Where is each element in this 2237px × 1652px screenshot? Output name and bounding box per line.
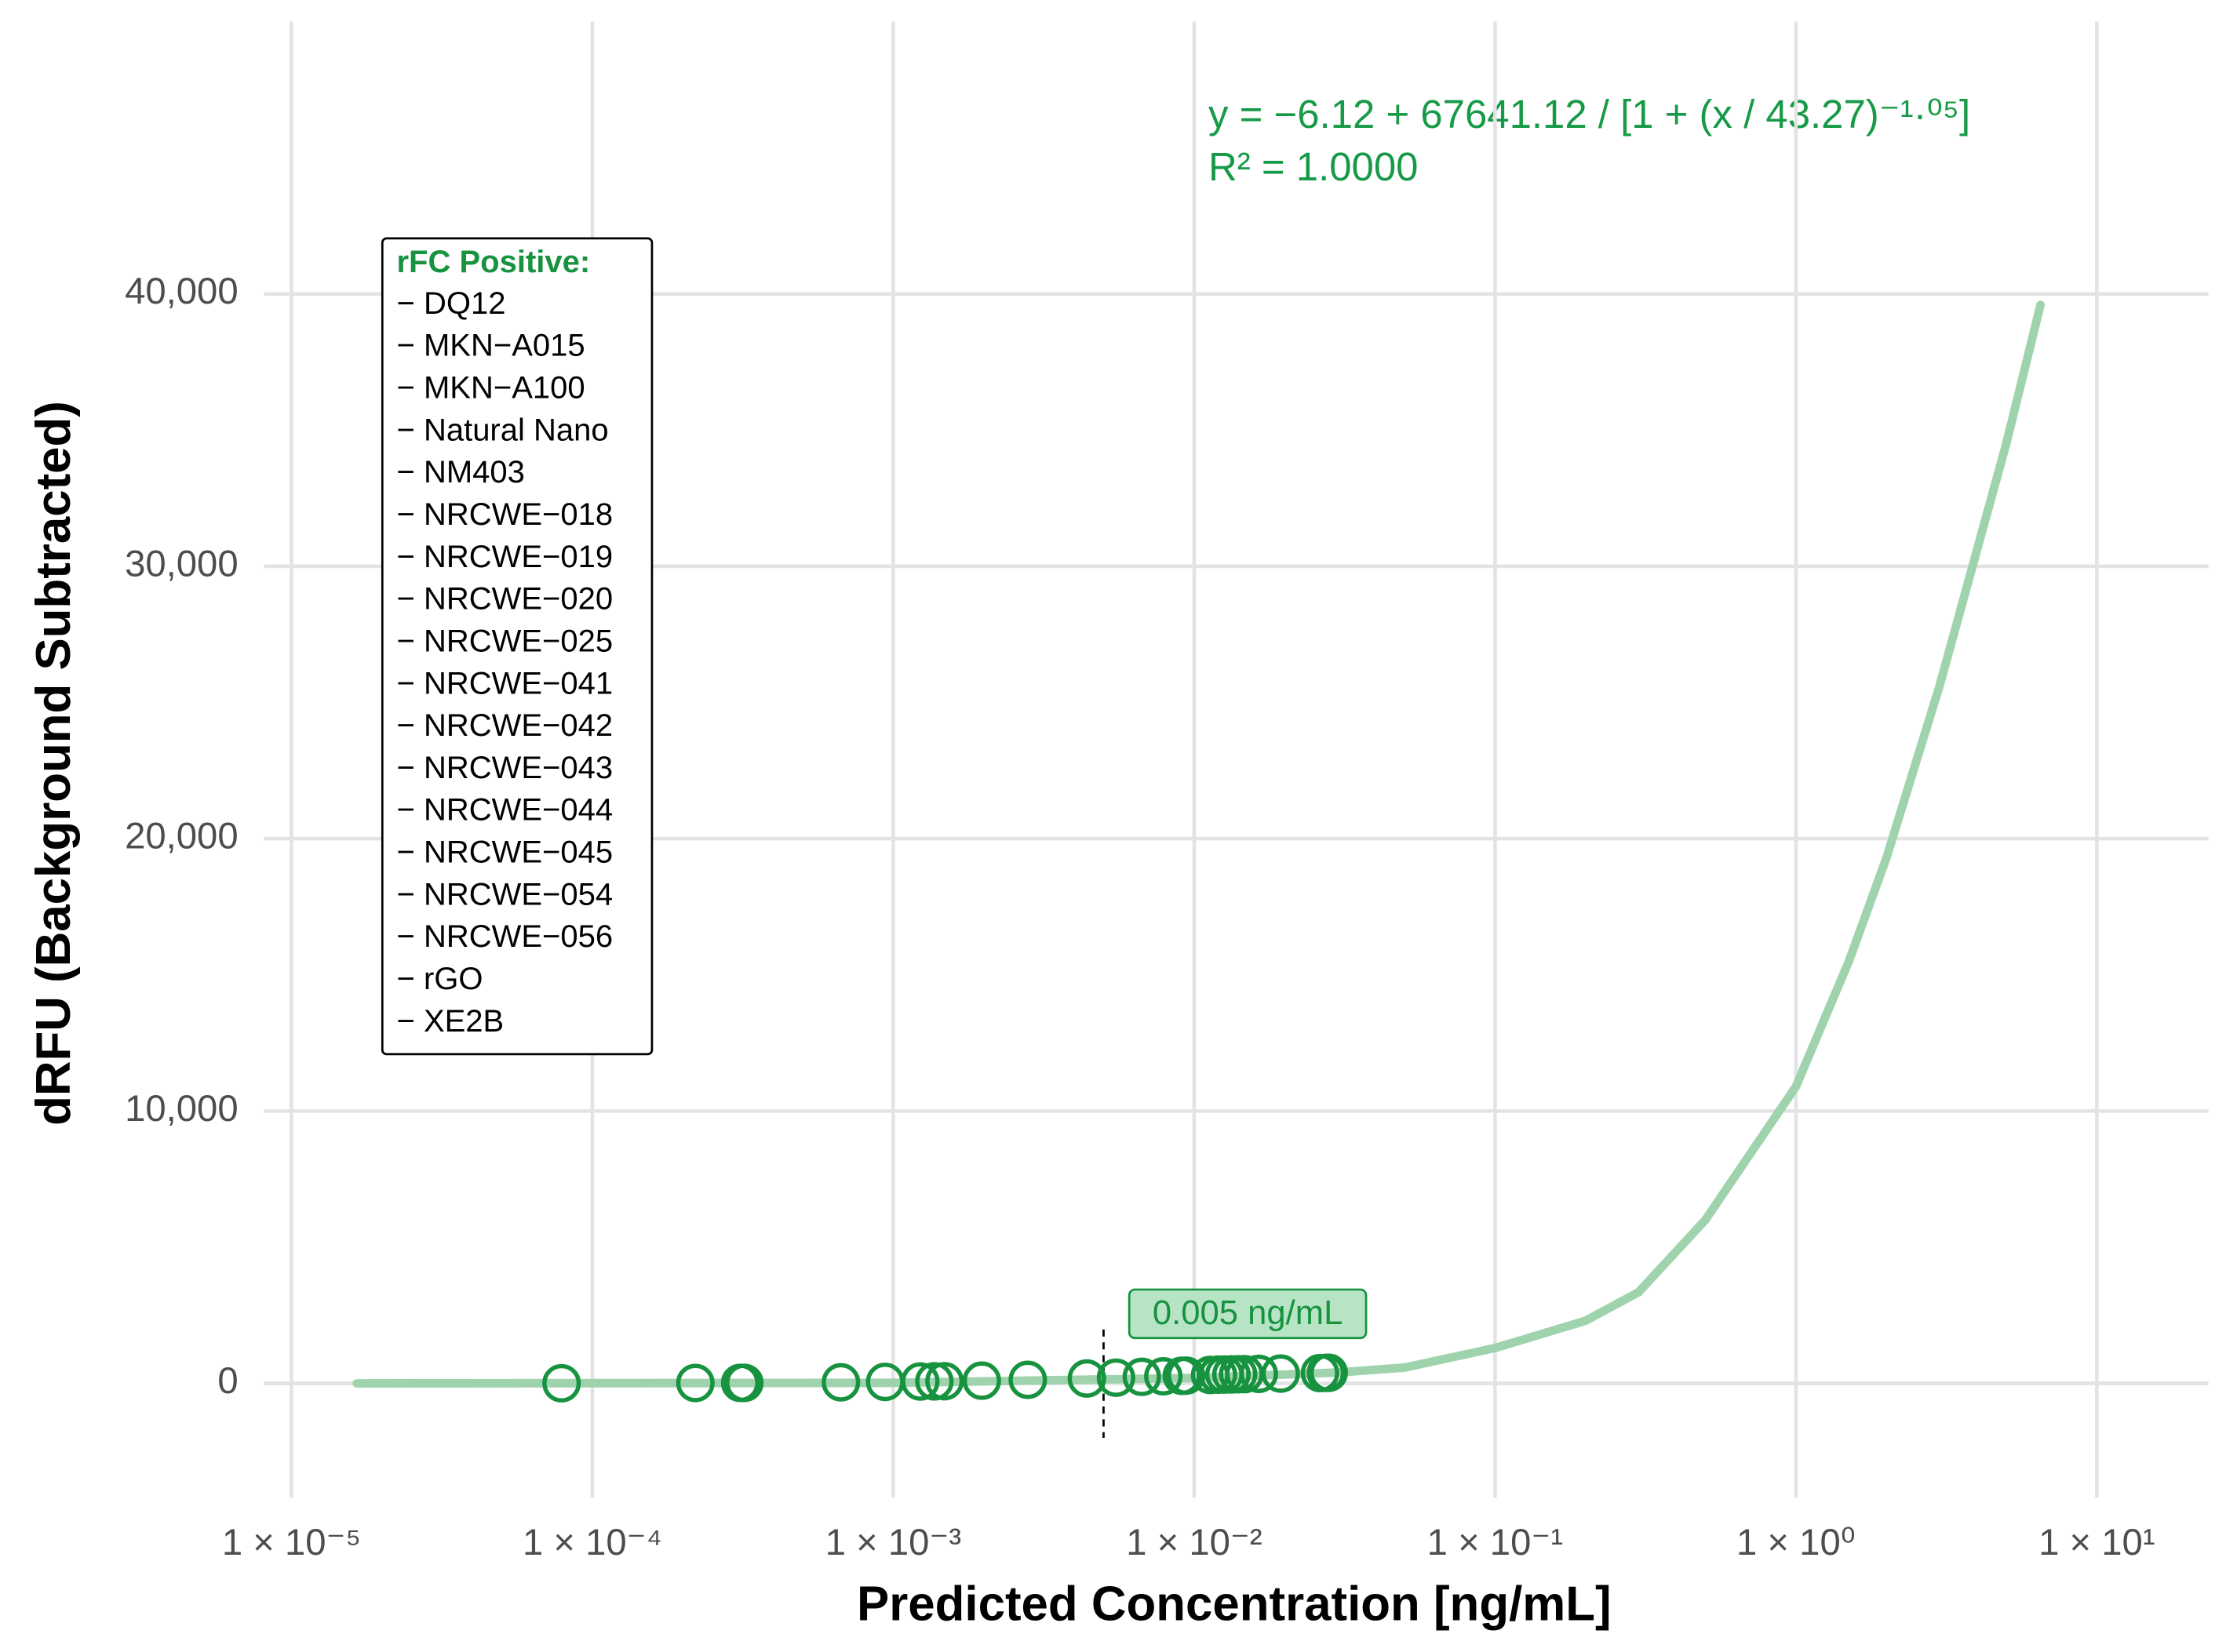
point [1309,1353,1348,1392]
point [542,1363,581,1403]
y-axis-title: dRFU (Background Subtracted) [27,401,81,1126]
point [962,1361,1001,1400]
legend-item: − NRCWE−045 [396,835,613,870]
legend-item: − rGO [396,962,483,996]
legend-item: − Natural Nano [396,413,608,447]
y-tick-label: 40,000 [125,271,239,312]
y-tick-label: 10,000 [125,1088,239,1130]
threshold-label-box [1128,1288,1368,1340]
x-tick-label: 1 × 10⁻¹ [1427,1522,1563,1563]
point [1067,1359,1106,1398]
legend-item: − NRCWE−020 [396,582,613,617]
legend-box [381,237,654,1056]
legend-item: − NRCWE−042 [396,708,613,743]
equation: y = −6.12 + 67641.12 / [1 + (x / 43.27)⁻… [1208,92,1970,136]
legend-item: − NRCWE−025 [396,624,613,658]
legend-item: − NM403 [396,455,524,489]
legend-item: − NRCWE−044 [396,793,613,828]
y-tick-label: 30,000 [125,543,239,584]
x-tick-label: 1 × 10⁰ [1736,1522,1856,1563]
point [1008,1360,1047,1399]
y-tick-label: 0 [217,1360,238,1402]
legend-item: − XE2B [396,1004,504,1039]
legend-item: − NRCWE−018 [396,497,613,532]
x-tick-label: 1 × 10⁻⁵ [222,1522,361,1563]
legend-item: − NRCWE−041 [396,666,613,700]
legend-item: − NRCWE−056 [396,919,613,954]
point [901,1362,940,1401]
legend-title: rFC Positive: [396,245,590,279]
x-tick-label: 1 × 10¹ [2038,1522,2155,1563]
point [1122,1357,1161,1396]
y-tick-label: 20,000 [125,816,239,857]
point [1096,1358,1135,1397]
point [1144,1356,1183,1396]
point [915,1362,954,1401]
x-tick-label: 1 × 10⁻⁴ [523,1522,662,1563]
point [925,1362,964,1401]
x-axis-title: Predicted Concentration [ng/mL] [857,1577,1612,1632]
point [1167,1356,1206,1395]
x-tick-label: 1 × 10⁻³ [825,1522,961,1563]
legend-item: − MKN−A015 [396,329,585,363]
point [1261,1354,1300,1393]
point [725,1363,764,1403]
legend-item: − NRCWE−054 [396,877,613,912]
legend-item: − NRCWE−043 [396,751,613,785]
point [676,1363,715,1403]
legend-item: − DQ12 [396,286,505,321]
point [1239,1354,1278,1393]
x-tick-label: 1 × 10⁻² [1126,1522,1262,1563]
legend-item: − NRCWE−019 [396,540,613,574]
point [822,1363,861,1402]
r-squared: R² = 1.0000 [1208,144,1418,189]
legend-item: − MKN−A100 [396,371,585,406]
threshold-label: 0.005 ng/mL [1153,1294,1343,1332]
